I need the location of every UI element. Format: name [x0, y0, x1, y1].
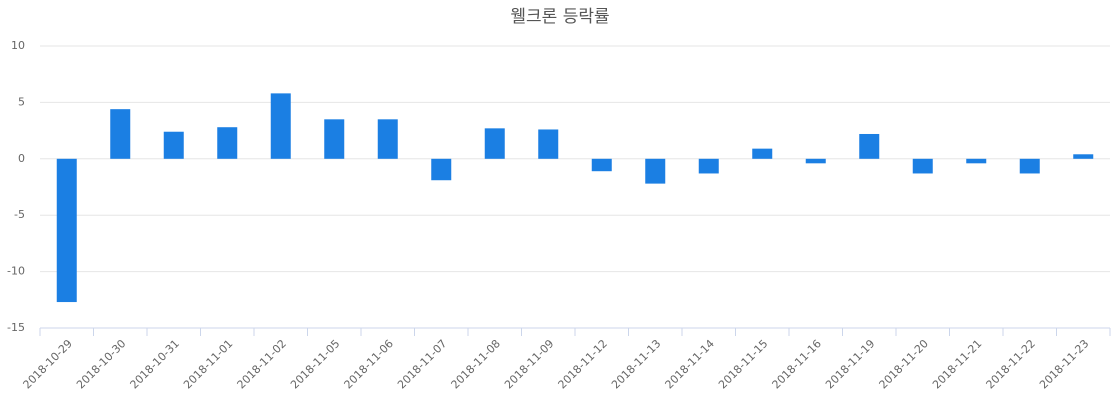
x-tick-label: 2018-11-21	[930, 337, 984, 391]
x-tick-label: 2018-11-23	[1037, 337, 1091, 391]
bar	[698, 158, 719, 174]
bar	[1073, 154, 1094, 159]
x-tick-label: 2018-11-16	[770, 337, 824, 391]
x-tick-label: 2018-11-13	[609, 337, 663, 391]
y-tick-label: -10	[7, 265, 25, 278]
x-tick-label: 2018-11-09	[502, 337, 556, 391]
x-tick-label: 2018-11-01	[181, 337, 235, 391]
bar	[484, 128, 505, 159]
x-tick-label: 2018-11-19	[823, 337, 877, 391]
x-tick-label: 2018-11-06	[342, 337, 396, 391]
x-tick-label: 2018-10-30	[74, 337, 128, 391]
x-tick-label: 2018-11-02	[235, 337, 289, 391]
bar	[1019, 158, 1040, 174]
x-tick-label: 2018-11-08	[449, 337, 503, 391]
x-tick-label: 2018-11-07	[395, 337, 449, 391]
y-tick-label: 5	[18, 95, 25, 108]
bar	[645, 158, 666, 184]
bar	[859, 133, 880, 159]
y-tick-label: -15	[7, 321, 25, 334]
bar	[110, 109, 131, 159]
y-tick-label: 10	[11, 39, 25, 52]
bar	[912, 158, 933, 174]
x-tick-label: 2018-11-05	[288, 337, 342, 391]
x-tick-label: 2018-11-20	[877, 337, 931, 391]
bar	[324, 119, 345, 159]
x-tick-label: 2018-11-12	[556, 337, 610, 391]
x-tick-label: 2018-10-31	[128, 337, 182, 391]
x-tick-label: 2018-11-14	[663, 337, 717, 391]
bar	[56, 158, 77, 303]
x-tick-label: 2018-10-29	[21, 337, 75, 391]
bar	[431, 158, 452, 181]
chart-title: 웰크론 등락률	[510, 7, 609, 27]
bar	[538, 129, 559, 159]
bar	[217, 127, 238, 159]
y-tick-label: 0	[18, 152, 25, 165]
bar	[805, 158, 826, 164]
bar	[966, 158, 987, 164]
x-tick-label: 2018-11-15	[716, 337, 770, 391]
y-tick-label: -5	[14, 208, 25, 221]
bar	[591, 158, 612, 172]
bar	[752, 148, 773, 159]
x-tick-label: 2018-11-22	[984, 337, 1038, 391]
bar	[377, 119, 398, 159]
bar	[163, 131, 184, 159]
bar	[270, 93, 291, 159]
